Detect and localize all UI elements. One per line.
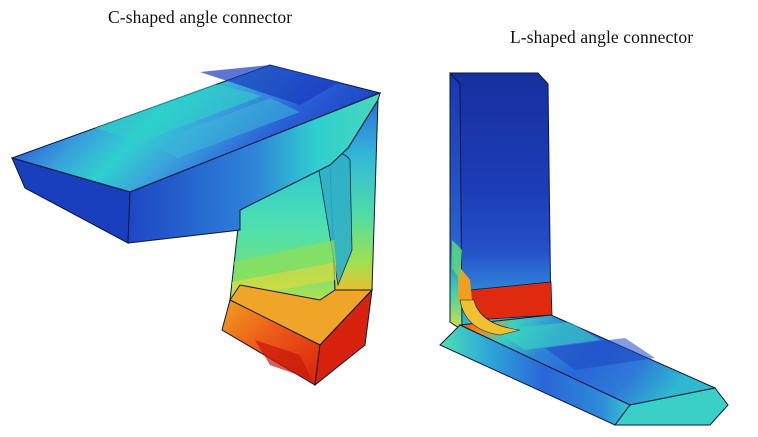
l-flange-end — [614, 387, 729, 426]
l-shaped-connector — [439, 71, 729, 426]
l-flange-stripe-1 — [495, 322, 600, 350]
c-flange-front-lower — [127, 92, 381, 244]
c-web-band-green — [234, 240, 336, 282]
c-flange-band-cyan — [95, 84, 262, 142]
c-shaped-connector — [10, 64, 382, 387]
l-flange-stripe-2 — [545, 338, 655, 370]
c-flange-band-aqua — [150, 98, 300, 158]
c-connector-caption: C-shaped angle connector — [108, 7, 293, 27]
l-bend-fillet — [459, 299, 521, 336]
c-base-hotspot — [255, 340, 312, 380]
l-connector-caption: L-shaped angle connector — [510, 27, 694, 47]
c-base-side — [314, 288, 373, 387]
l-web-band-green — [452, 240, 462, 280]
c-flange-band-dark — [200, 65, 340, 105]
